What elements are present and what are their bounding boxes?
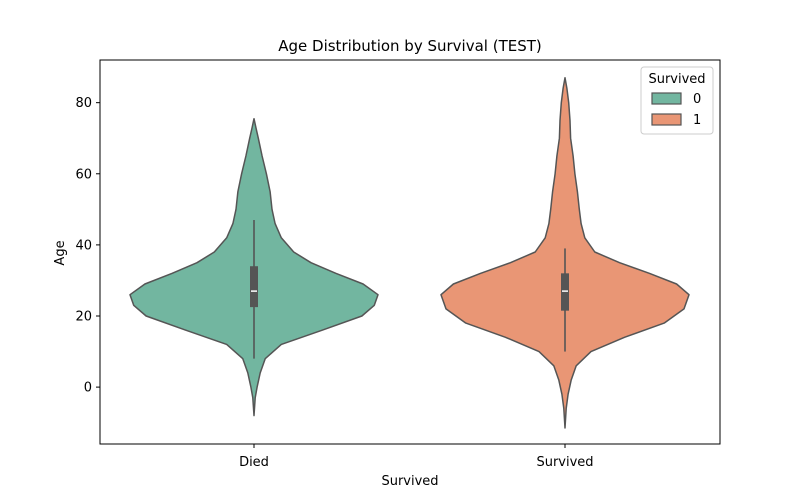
y-tick-label: 80 [75, 96, 92, 111]
legend-swatch-1 [651, 113, 682, 126]
iqr-box-died [250, 266, 258, 308]
x-axis-label: Survived [381, 474, 438, 489]
iqr-box-survived [561, 273, 569, 311]
legend-label-0: 0 [693, 92, 701, 107]
legend-label-1: 1 [693, 113, 701, 128]
y-tick-label: 0 [84, 381, 92, 396]
axis-layer: Died Survived 0 20 40 60 80 [75, 96, 593, 470]
y-axis-label: Age [53, 240, 68, 265]
legend: Survived 0 1 [640, 66, 714, 135]
legend-title: Survived [648, 72, 705, 87]
y-tick-label: 40 [75, 238, 92, 253]
y-tick-label: 60 [75, 167, 92, 182]
plot-layer [129, 77, 690, 429]
plot-frame [99, 59, 721, 445]
y-tick-label: 20 [75, 310, 92, 325]
x-tick-label: Survived [536, 455, 593, 470]
chart-title: Age Distribution by Survival (TEST) [278, 37, 542, 55]
legend-swatch-0 [651, 92, 682, 105]
x-tick-label: Died [239, 455, 269, 470]
